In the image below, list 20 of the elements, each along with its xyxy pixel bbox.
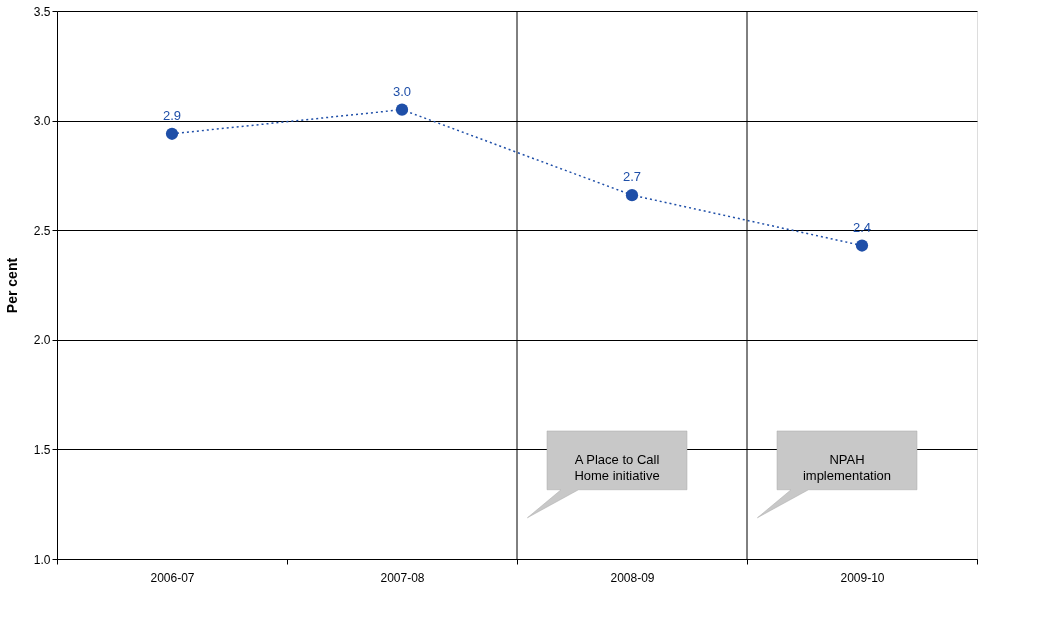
x-tick-label: 2006-07 (150, 570, 195, 585)
y-tick-label: 2.0 (33, 333, 51, 348)
x-tick-label: 2007-08 (380, 570, 425, 585)
y-axis-title: Per cent (3, 257, 20, 314)
y-tick-label: 2.5 (33, 223, 51, 238)
x-tick-label: 2008-09 (610, 570, 655, 585)
point (395, 103, 409, 116)
y-tick-label: 3.0 (33, 114, 51, 129)
y-tick-label: 3.5 (33, 4, 51, 19)
data-label: 2.9 (162, 107, 182, 123)
point (165, 127, 179, 140)
point (625, 189, 639, 202)
data-label: 2.7 (622, 169, 642, 185)
point (855, 239, 869, 252)
y-tick-label: 1.5 (33, 442, 51, 457)
ref-line-label: NPAH implementation (802, 452, 892, 484)
data-label: 3.0 (392, 83, 412, 99)
ref-line-label: A Place to Call Home initiative (574, 452, 660, 484)
x-tick-label: 2009-10 (840, 570, 885, 585)
y-tick-label: 1.0 (33, 552, 51, 567)
